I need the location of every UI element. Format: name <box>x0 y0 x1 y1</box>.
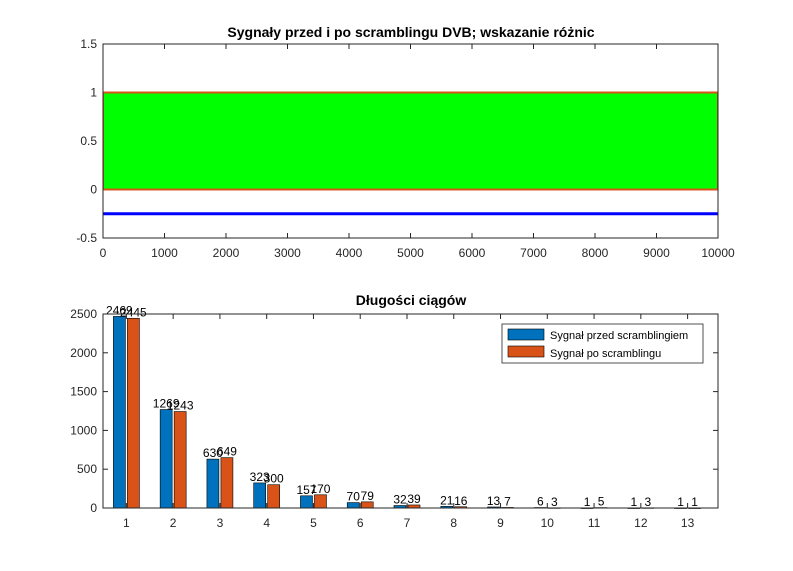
run-y-tick-label: 2500 <box>70 307 97 321</box>
run-y-tick-label: 1000 <box>70 423 97 437</box>
run-x-tick-label: 7 <box>404 516 411 530</box>
signal-x-tick-label: 4000 <box>336 246 363 260</box>
signal-x-tick-label: 5000 <box>397 246 424 260</box>
signal-y-tick-label: 0 <box>90 183 97 197</box>
bar-after-value-label: 300 <box>264 472 284 486</box>
bar-after-value-label: 3 <box>551 495 558 509</box>
run-y-tick-label: 2000 <box>70 346 97 360</box>
bar-before-value-label: 1 <box>584 495 591 509</box>
legend-swatch-before <box>507 328 545 341</box>
signal-y-tick-label: 1.5 <box>80 37 97 51</box>
run-y-tick-label: 1500 <box>70 385 97 399</box>
legend-label-before: Sygnał przed scramblingiem <box>550 330 688 342</box>
signal-x-tick-label: 10000 <box>701 246 735 260</box>
run-x-tick-label: 11 <box>588 516 601 530</box>
bar-after <box>127 317 140 509</box>
legend-swatch-after <box>507 345 545 358</box>
bar-after-value-label: 39 <box>407 492 421 506</box>
bar-after-value-label: 5 <box>598 495 605 509</box>
bar-before-value-label: 1 <box>677 495 684 509</box>
bar-after <box>267 484 280 509</box>
bar-before-value-label: 21 <box>440 493 454 507</box>
bar-before-value-label: 630 <box>203 446 223 460</box>
bar-before-value-label: 70 <box>347 490 361 504</box>
run-length-chart-title: Długości ciągów <box>356 292 467 308</box>
bar-after <box>173 411 187 509</box>
bar-after-value-label: 1 <box>691 495 698 509</box>
run-y-tick-label: 500 <box>77 462 97 476</box>
signal-x-tick-label: 6000 <box>459 246 486 260</box>
bar-before-value-label: 323 <box>250 470 270 484</box>
signal-y-tick-label: -0.5 <box>76 231 97 245</box>
bar-before-value-label: 1 <box>630 495 637 509</box>
signal-x-tick-label: 0 <box>100 246 107 260</box>
bar-before <box>206 458 220 509</box>
run-x-tick-label: 13 <box>681 516 695 530</box>
signal-x-tick-label: 3000 <box>274 246 301 260</box>
bar-after-value-label: 170 <box>310 482 330 496</box>
signal-after-band <box>104 93 717 189</box>
run-x-tick-label: 12 <box>634 516 648 530</box>
signal-chart-axes-box <box>102 43 719 239</box>
signal-chart-title: Sygnały przed i po scramblingu DVB; wska… <box>227 24 594 40</box>
run-x-tick-label: 5 <box>310 516 317 530</box>
bar-before-value-label: 32 <box>393 493 407 507</box>
bar-before-value-label: 13 <box>487 494 501 508</box>
run-x-tick-label: 4 <box>263 516 270 530</box>
bar-before <box>113 316 126 509</box>
signal-chart: Sygnały przed i po scramblingu DVB; wska… <box>76 24 735 260</box>
bar-after <box>220 457 234 509</box>
bar-after-value-label: 1243 <box>167 399 194 413</box>
bar-after-value-label: 3 <box>644 495 651 509</box>
legend-label-after: Sygnał po scramblingu <box>550 348 661 360</box>
bar-before-value-label: 1269 <box>153 397 180 411</box>
bar-after-value-label: 79 <box>361 489 375 503</box>
run-x-tick-label: 6 <box>357 516 364 530</box>
run-length-chart-axes-box <box>102 313 719 509</box>
signal-x-tick-label: 7000 <box>520 246 547 260</box>
bar-before <box>159 409 173 509</box>
bar-after-value-label: 2445 <box>120 305 147 319</box>
signal-x-tick-label: 9000 <box>643 246 670 260</box>
bar-before <box>300 495 313 509</box>
signal-y-tick-label: 0.5 <box>80 134 97 148</box>
run-x-tick-label: 1 <box>123 516 130 530</box>
signal-x-tick-label: 2000 <box>213 246 240 260</box>
bar-after-value-label: 16 <box>454 494 468 508</box>
bar-before-value-label: 157 <box>296 483 316 497</box>
run-x-tick-label: 10 <box>541 516 555 530</box>
legend: Sygnał przed scramblingiem Sygnał po scr… <box>501 323 704 364</box>
bar-after-value-label: 7 <box>504 494 511 508</box>
bar-after-value-label: 649 <box>217 445 237 459</box>
run-x-tick-label: 2 <box>170 516 177 530</box>
signal-x-tick-label: 1000 <box>151 246 178 260</box>
bar-before <box>253 482 266 509</box>
run-x-tick-label: 3 <box>217 516 224 530</box>
run-y-tick-label: 0 <box>90 501 97 515</box>
signal-y-tick-label: 1 <box>90 86 97 100</box>
run-x-tick-label: 8 <box>450 516 457 530</box>
signal-x-tick-label: 8000 <box>582 246 609 260</box>
bar-before-value-label: 6 <box>537 495 544 509</box>
run-x-tick-label: 9 <box>497 516 504 530</box>
